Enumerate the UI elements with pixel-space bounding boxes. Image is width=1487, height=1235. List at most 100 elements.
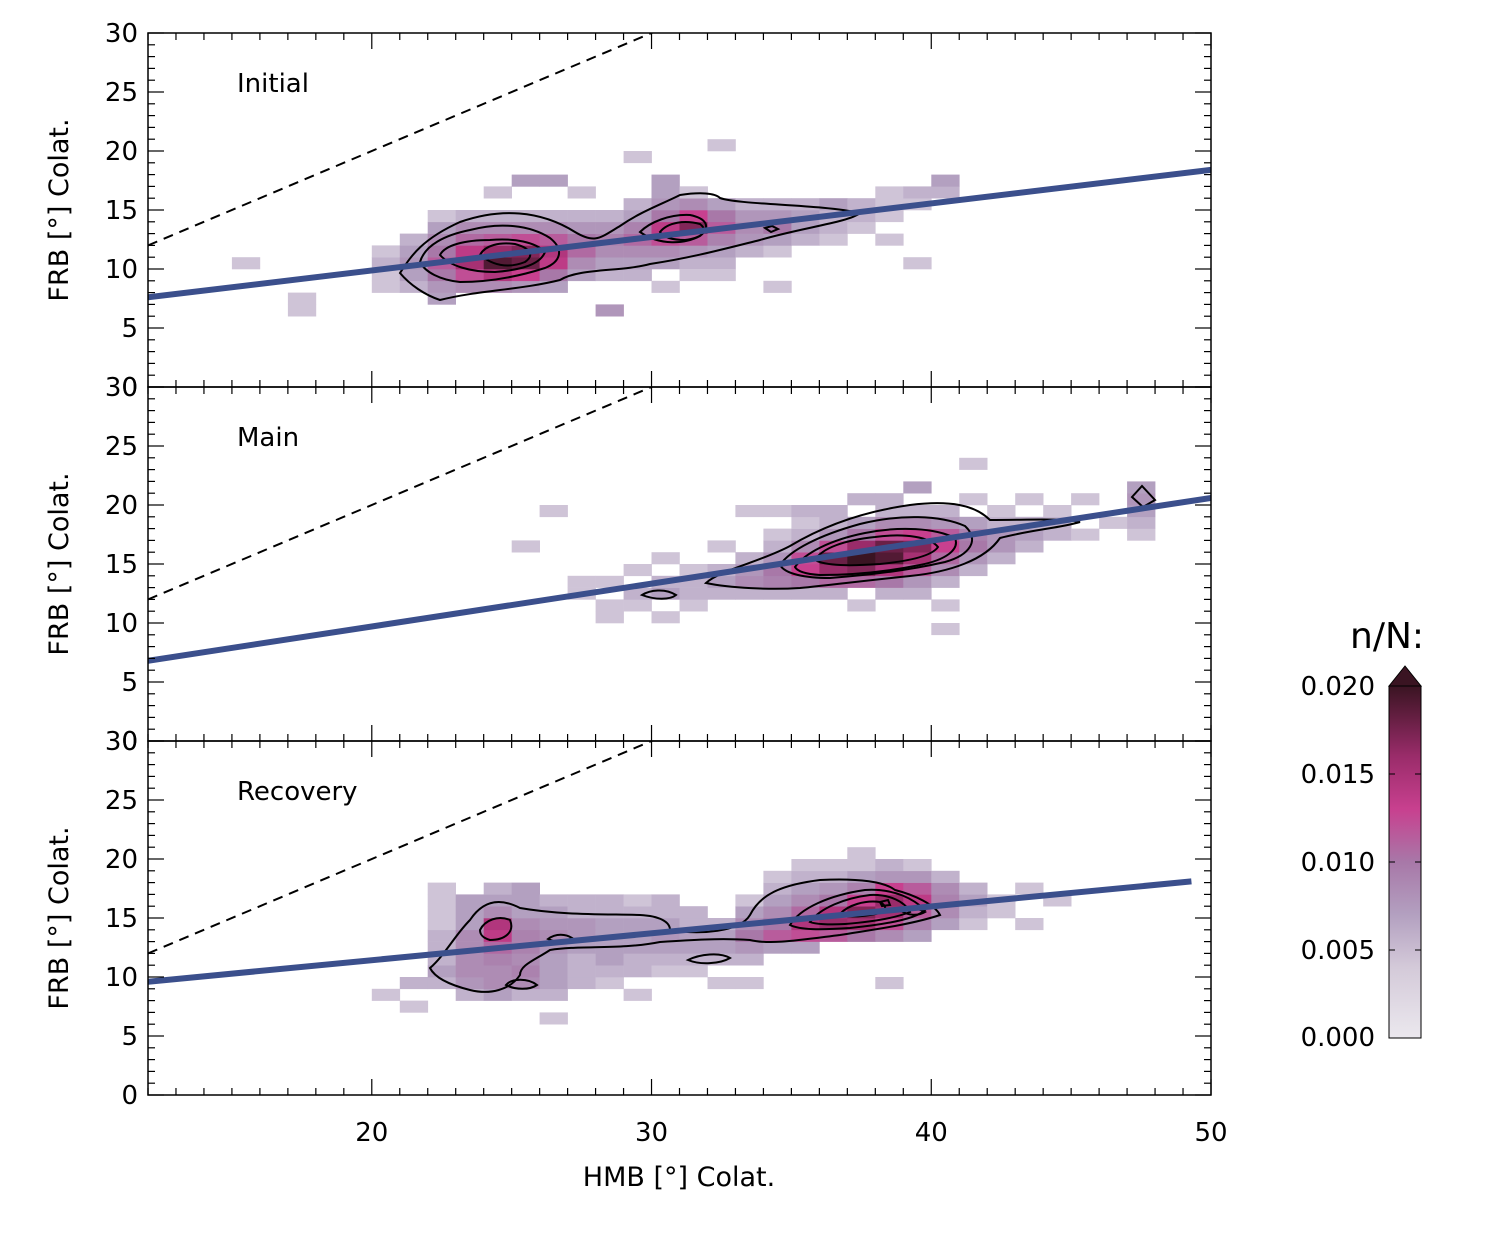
heatmap-bin [511, 965, 540, 978]
heatmap-bin [511, 929, 540, 942]
fit-line-main [148, 494, 1211, 664]
heatmap-bin [427, 929, 456, 942]
heatmap-bin [847, 859, 876, 872]
heatmap-bin [455, 929, 484, 942]
contour-line [762, 224, 781, 234]
heatmap-bin [1015, 918, 1044, 931]
heatmap-bin [623, 269, 652, 282]
heatmap-bin [959, 882, 988, 895]
y-tick-label: 25 [105, 78, 138, 108]
heatmap-bin [651, 174, 680, 187]
colorbar-title: n/N: [1350, 616, 1424, 657]
y-tick-label: 20 [105, 137, 138, 167]
heatmap-bin [763, 894, 792, 907]
contours-main [639, 484, 1157, 600]
heatmap-bin [483, 965, 512, 978]
heatmap-bin [875, 870, 904, 883]
x-tick-label: 20 [355, 1118, 388, 1148]
x-tick-label: 30 [635, 1118, 668, 1148]
heatmap-bin [875, 859, 904, 872]
heatmap-bin [931, 186, 960, 199]
colorbar-extend-arrow [1387, 665, 1423, 687]
heatmap-bin [455, 953, 484, 966]
heatmap-bin [651, 953, 680, 966]
heatmap-bin [651, 210, 680, 223]
heatmap-bin [511, 988, 540, 1001]
heatmap-bin [791, 882, 820, 895]
heatmap-bin [679, 198, 708, 211]
heatmap-bin [427, 918, 456, 931]
heatmap-bin [735, 575, 764, 588]
heatmap-bin [623, 245, 652, 258]
heatmap-bin [595, 575, 624, 588]
heatmap-bin [903, 587, 932, 600]
heatmap-bin [791, 870, 820, 883]
heatmap-bin [931, 870, 960, 883]
heatmap-bin [511, 540, 540, 553]
heatmap-bin [427, 906, 456, 919]
heatmap-bin [651, 918, 680, 931]
heatmap-bin [903, 870, 932, 883]
heatmap-bin [959, 540, 988, 553]
heatmap-bin [707, 941, 736, 954]
heatmap-bin [903, 575, 932, 588]
heatmap-bin [875, 929, 904, 942]
one-to-one-line-main [148, 387, 655, 601]
y-tick-label: 15 [105, 550, 138, 580]
heatmap-bin [819, 505, 848, 518]
heatmap-bin [847, 599, 876, 612]
heatmap-bin [623, 198, 652, 211]
heatmap-bin [847, 221, 876, 234]
contour-line [398, 192, 863, 302]
heatmap-bin [707, 540, 736, 553]
contour-line [685, 953, 732, 965]
heatmap-bin [455, 245, 484, 258]
heatmap-bin [483, 186, 512, 199]
heatmap-bin [875, 977, 904, 990]
heatmap-bin [539, 953, 568, 966]
y-tick-label: 20 [105, 845, 138, 875]
panel-label-main: Main [237, 423, 299, 453]
heatmap-bin [791, 575, 820, 588]
heatmap-bin [567, 918, 596, 931]
heatmap-bin [931, 552, 960, 565]
heatmap-bin [679, 941, 708, 954]
heatmap-bin [483, 210, 512, 223]
heatmap-bin [763, 929, 792, 942]
contour-line [1130, 484, 1157, 509]
heatmap-bin [539, 174, 568, 187]
y-tick-label: 30 [105, 373, 138, 403]
heatmap-bin [791, 233, 820, 246]
heatmap-bin [623, 257, 652, 270]
heatmap-bin [903, 186, 932, 199]
heatmap-bin [735, 245, 764, 258]
heatmap-bin [623, 894, 652, 907]
heatmap-bin [1127, 516, 1156, 529]
heatmap-bin [651, 280, 680, 293]
heatmap-bin [483, 929, 512, 942]
contour-line [778, 516, 974, 580]
ticks-main: 0 5 10 15 20 25 30 [105, 373, 1212, 757]
colorbar: n/N: 0.000 0.005 0.010 0.015 0.020 [1301, 616, 1424, 1053]
x-axis-title: HMB [°] Colat. [583, 1162, 775, 1193]
heatmap-bin [819, 870, 848, 883]
heatmap-bin [539, 965, 568, 978]
heatmap-bin [483, 953, 512, 966]
heatmap-bin [595, 894, 624, 907]
contour-line [478, 917, 513, 942]
heatmap-bin [1015, 493, 1044, 506]
ticks-initial: 0 5 10 15 20 25 30 [105, 19, 1212, 403]
heatmap-bin [707, 233, 736, 246]
heatmap-bin [651, 906, 680, 919]
y-tick-label: 5 [121, 314, 138, 344]
heatmap-bin [931, 174, 960, 187]
heatmap-bin [511, 233, 540, 246]
colorbar-ticks: 0.000 0.005 0.010 0.015 0.020 [1301, 672, 1421, 1053]
heatmap-bin [1071, 493, 1100, 506]
heatmap-bin [819, 233, 848, 246]
heatmap-bin [567, 257, 596, 270]
heatmap-bin [763, 528, 792, 541]
colorbar-tick-label: 0.005 [1301, 936, 1375, 966]
heatmap-bin [539, 269, 568, 282]
heatmap-bin [1099, 516, 1128, 529]
